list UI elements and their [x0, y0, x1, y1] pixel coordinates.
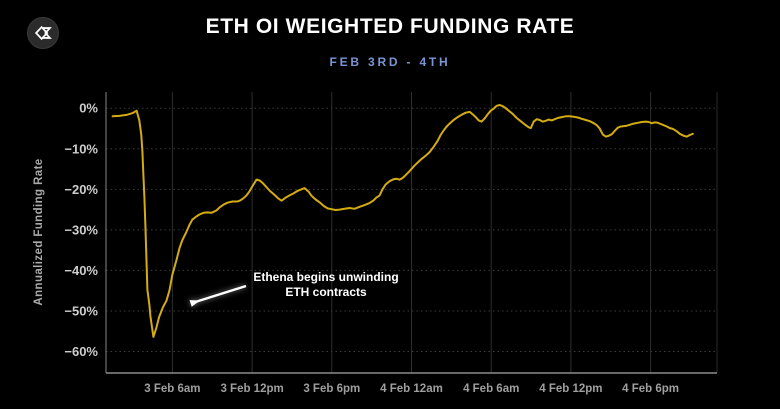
- annotation-line-1: Ethena begins unwinding: [253, 270, 398, 284]
- annotation-arrow-icon: [189, 284, 247, 307]
- y-tick-label: −40%: [64, 263, 98, 278]
- annotation-line-2: ETH contracts: [285, 285, 367, 299]
- y-tick-label: −60%: [64, 344, 98, 359]
- y-axis-title: Annualized Funding Rate: [33, 158, 45, 305]
- y-tick-label: −30%: [64, 222, 98, 237]
- page-title: ETH OI WEIGHTED FUNDING RATE: [205, 15, 575, 38]
- x-tick-label: 4 Feb 12am: [380, 383, 443, 395]
- y-tick-label: 0%: [79, 101, 98, 116]
- horizontal-gridlines: [106, 107, 717, 353]
- x-tick-label: 3 Feb 6pm: [303, 383, 360, 395]
- y-tick-label: −50%: [64, 303, 98, 318]
- x-tick-label: 4 Feb 6am: [463, 383, 519, 395]
- x-tick-label: 4 Feb 12pm: [539, 383, 602, 395]
- y-tick-label: −10%: [64, 141, 98, 156]
- diamond-sigma-icon: [34, 25, 52, 41]
- vertical-gridlines: [171, 92, 652, 373]
- x-axis-tick-labels: 3 Feb 6am 3 Feb 12pm 3 Feb 6pm 4 Feb 12am 4 …: [144, 383, 679, 395]
- page-subtitle: FEB 3RD - 4TH: [329, 55, 451, 69]
- x-tick-label: 3 Feb 6am: [144, 383, 200, 395]
- y-axis-tick-labels: 0% −10% −20% −30% −40% −50% −60%: [64, 101, 98, 359]
- x-tick-label: 4 Feb 6pm: [622, 383, 679, 395]
- y-tick-label: −20%: [64, 182, 98, 197]
- x-tick-label: 3 Feb 12pm: [220, 383, 283, 395]
- velo-logo: [27, 17, 59, 49]
- axis-lines: [105, 92, 718, 374]
- funding-rate-line: [111, 104, 694, 338]
